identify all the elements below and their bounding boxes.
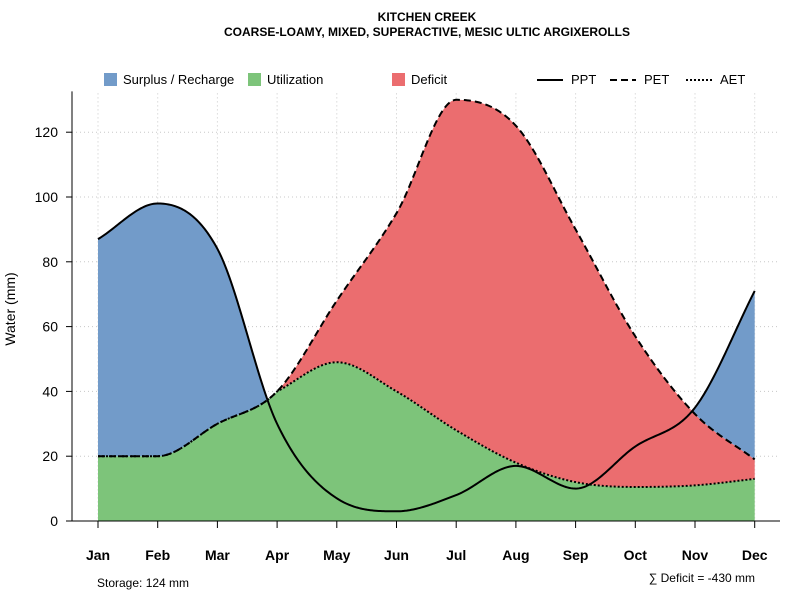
legend-swatch — [392, 73, 405, 86]
y-tick-label: 60 — [42, 319, 58, 335]
deficit-note: ∑ Deficit = -430 mm — [649, 571, 755, 585]
chart-title: KITCHEN CREEK — [378, 10, 477, 24]
y-tick-label: 0 — [50, 513, 58, 529]
x-tick-label: Oct — [624, 547, 648, 563]
legend-label: PET — [644, 72, 669, 87]
legend: Surplus / Recharge Utilization Deficit PPT P… — [104, 72, 745, 87]
y-tick-label: 40 — [42, 383, 58, 399]
deficit-area — [98, 99, 755, 487]
x-tick-label: Jul — [446, 547, 466, 563]
axes: 0 20 40 60 80 100 120 Jan Feb Mar Apr May Jun Jul Aug S… — [35, 91, 780, 563]
y-tick-label: 100 — [35, 189, 59, 205]
legend-item-ppt: PPT — [537, 72, 596, 87]
plot-areas — [98, 99, 755, 521]
legend-swatch — [248, 73, 261, 86]
x-tick-label: Mar — [205, 547, 230, 563]
y-tick-label: 120 — [35, 124, 59, 140]
plot-lines — [97, 98, 756, 513]
legend-label: Surplus / Recharge — [123, 72, 234, 87]
x-tick-label: Apr — [265, 547, 290, 563]
x-tick-label: May — [323, 547, 350, 563]
aet-line — [98, 361, 755, 488]
y-tick-label: 80 — [42, 254, 58, 270]
y-tick-label: 20 — [42, 448, 58, 464]
legend-label: Utilization — [267, 72, 323, 87]
x-tick-label: Jan — [86, 547, 110, 563]
legend-label: AET — [720, 72, 745, 87]
y-axis-label: Water (mm) — [2, 272, 18, 345]
legend-swatch — [104, 73, 117, 86]
storage-note: Storage: 124 mm — [97, 576, 189, 590]
x-tick-label: Sep — [563, 547, 589, 563]
legend-item-utilization: Utilization — [248, 72, 323, 87]
x-tick-label: Nov — [682, 547, 709, 563]
x-tick-label: Dec — [742, 547, 768, 563]
chart-subtitle: COARSE-LOAMY, MIXED, SUPERACTIVE, MESIC … — [224, 25, 630, 39]
x-tick-label: Aug — [502, 547, 529, 563]
x-tick-label: Feb — [145, 547, 170, 563]
legend-label: PPT — [571, 72, 596, 87]
legend-item-deficit: Deficit — [392, 72, 448, 87]
ppt-line — [97, 202, 756, 513]
legend-item-aet: AET — [686, 72, 745, 87]
legend-item-pet: PET — [610, 72, 669, 87]
legend-item-surplus-recharge: Surplus / Recharge — [104, 72, 234, 87]
utilization-area — [98, 362, 755, 521]
legend-label: Deficit — [411, 72, 448, 87]
x-tick-label: Jun — [384, 547, 409, 563]
